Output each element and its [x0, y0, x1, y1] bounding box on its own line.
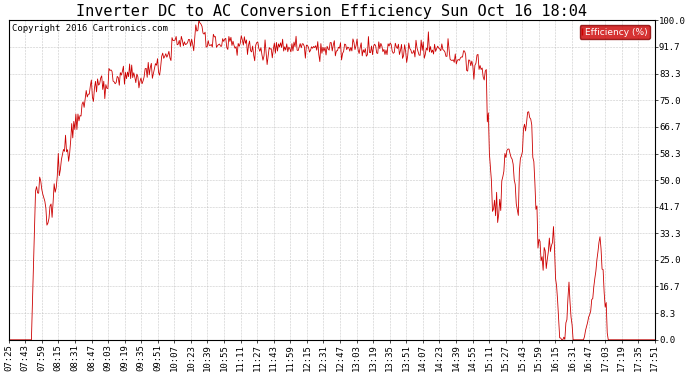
Text: Copyright 2016 Cartronics.com: Copyright 2016 Cartronics.com — [12, 24, 168, 33]
Legend: Efficiency (%): Efficiency (%) — [580, 25, 650, 39]
Title: Inverter DC to AC Conversion Efficiency Sun Oct 16 18:04: Inverter DC to AC Conversion Efficiency … — [76, 4, 587, 19]
